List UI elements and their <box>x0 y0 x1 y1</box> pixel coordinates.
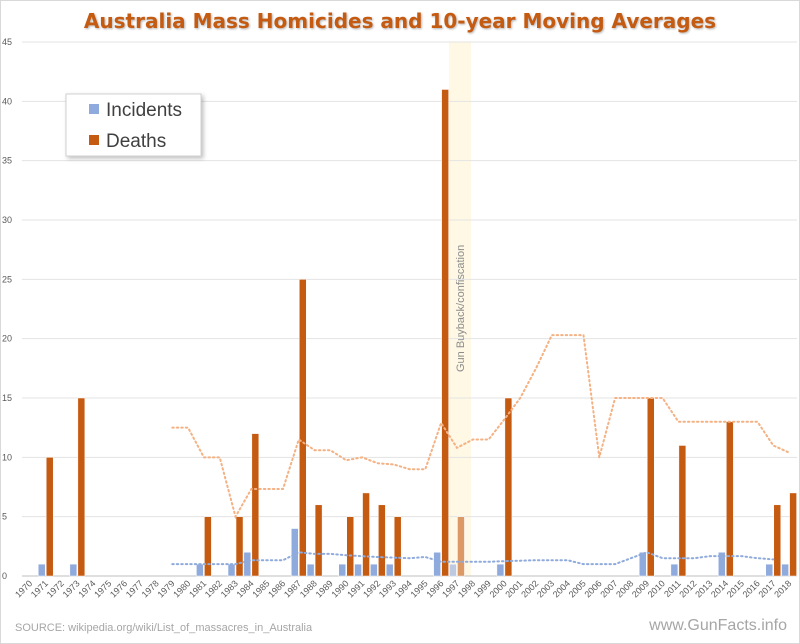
legend-label-incidents: Incidents <box>106 100 182 121</box>
y-tick-label: 45 <box>2 37 12 47</box>
bar-deaths-2011 <box>678 445 687 577</box>
bar-incidents-1983 <box>227 563 236 577</box>
y-tick-label: 40 <box>2 96 12 106</box>
bar-incidents-1991 <box>354 563 362 577</box>
bar-incidents-1988 <box>306 563 315 577</box>
bar-incidents-1997 <box>449 563 457 577</box>
bar-deaths-2017 <box>773 504 782 577</box>
bar-deaths-2009 <box>646 397 655 577</box>
chart-title: Australia Mass Homicides and 10-year Mov… <box>84 9 716 33</box>
bar-deaths-1981 <box>204 516 212 577</box>
y-tick-label: 0 <box>2 571 7 581</box>
bar-incidents-1981 <box>196 563 204 577</box>
y-tick-label: 5 <box>2 512 7 522</box>
bar-deaths-1997 <box>457 516 465 577</box>
y-tick-label: 15 <box>2 393 12 403</box>
legend-label-deaths: Deaths <box>106 131 166 152</box>
bar-incidents-1971 <box>37 563 46 577</box>
bar-incidents-1993 <box>385 563 394 577</box>
legend-swatch-incidents <box>89 104 99 114</box>
bar-incidents-1992 <box>370 563 378 577</box>
y-tick-label: 10 <box>2 452 12 462</box>
bar-deaths-1971 <box>45 457 54 577</box>
bar-incidents-2011 <box>670 563 679 577</box>
legend-swatch-deaths <box>89 135 99 145</box>
bar-incidents-1984 <box>243 552 252 577</box>
site-watermark: www.GunFacts.info <box>648 617 787 634</box>
bar-deaths-2018 <box>789 492 797 577</box>
bar-deaths-2014 <box>726 421 734 577</box>
bar-incidents-2018 <box>781 563 789 577</box>
bar-incidents-2000 <box>496 563 505 577</box>
bar-incidents-2009 <box>638 552 647 577</box>
bar-deaths-1984 <box>251 433 260 577</box>
bar-incidents-1990 <box>338 563 346 577</box>
bar-deaths-1987 <box>299 279 307 577</box>
bar-deaths-1983 <box>235 516 244 577</box>
bar-deaths-1996 <box>441 89 449 577</box>
bar-deaths-1992 <box>378 504 386 577</box>
y-tick-label: 25 <box>2 274 12 284</box>
bar-incidents-1996 <box>433 552 441 577</box>
bar-deaths-1973 <box>77 397 86 577</box>
source-note: SOURCE: wikipedia.org/wiki/List_of_massa… <box>15 622 313 634</box>
legend: Incidents Deaths <box>65 93 202 157</box>
gun-buyback-annotation: Gun Buyback/confiscation <box>455 245 467 372</box>
y-tick-label: 20 <box>2 334 12 344</box>
bar-incidents-2017 <box>765 563 774 577</box>
moving-average-incidents <box>171 551 775 566</box>
bar-incidents-2014 <box>718 552 726 577</box>
bar-deaths-1990 <box>346 516 354 577</box>
bar-incidents-1973 <box>69 563 78 577</box>
bar-deaths-2000 <box>504 397 513 577</box>
y-tick-label: 30 <box>2 215 12 225</box>
bar-deaths-1991 <box>362 492 370 577</box>
moving-average-deaths <box>171 334 791 520</box>
y-tick-label: 35 <box>2 156 12 166</box>
bar-deaths-1988 <box>314 504 323 577</box>
bar-deaths-1993 <box>393 516 402 577</box>
